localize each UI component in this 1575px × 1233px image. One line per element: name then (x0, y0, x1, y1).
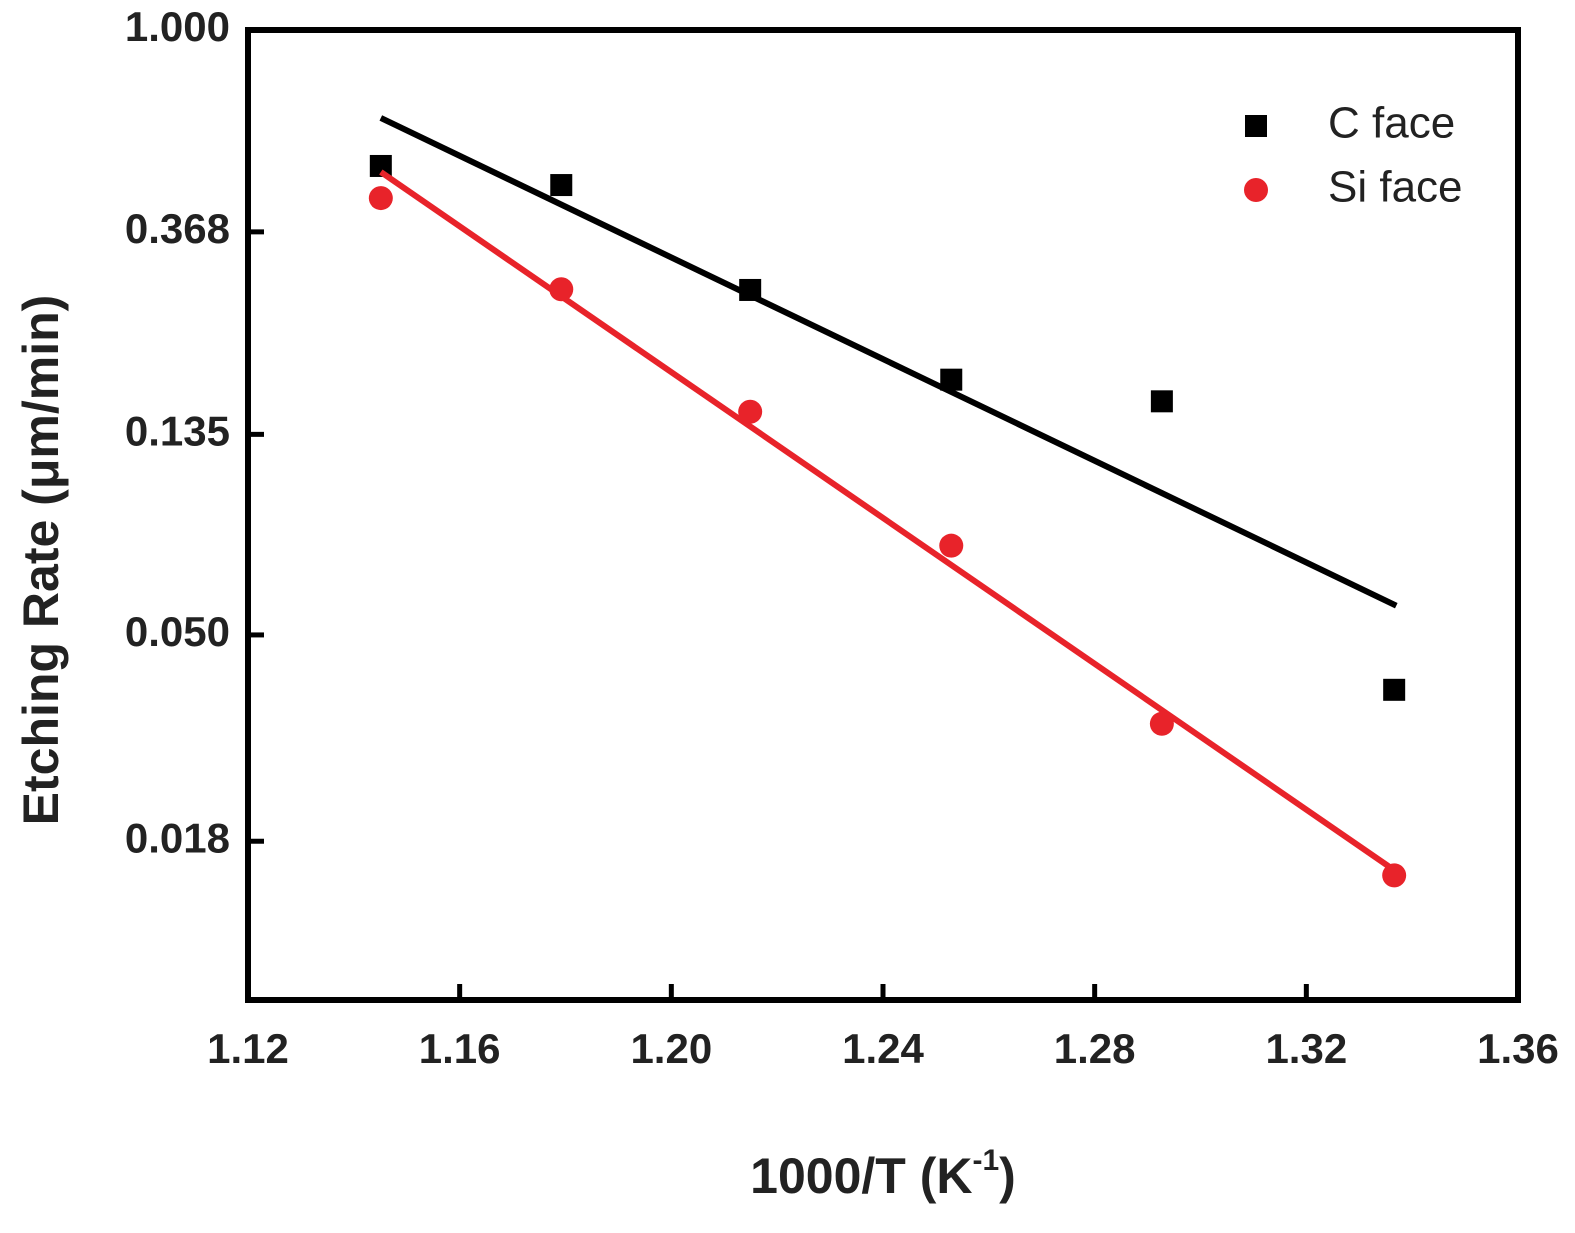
legend-marker (1244, 178, 1268, 202)
y-tick-label: 0.135 (125, 407, 230, 454)
data-point (1149, 711, 1174, 736)
y-tick-label: 1.000 (125, 3, 230, 50)
data-point (550, 174, 573, 197)
x-tick-label: 1.12 (207, 1025, 289, 1072)
legend-label: C face (1328, 99, 1455, 148)
data-point (368, 186, 393, 211)
data-point (1383, 678, 1406, 701)
data-point (1150, 390, 1173, 413)
x-tick-label: 1.24 (842, 1025, 924, 1072)
legend-marker (1245, 115, 1267, 137)
data-point (940, 368, 963, 391)
fit-line (379, 169, 1396, 873)
x-tick-label: 1.20 (630, 1025, 712, 1072)
y-tick-label: 0.050 (125, 608, 230, 655)
data-point (739, 278, 762, 301)
data-point (738, 399, 763, 424)
x-axis-title-end: ) (999, 1148, 1016, 1204)
x-tick-label: 1.32 (1265, 1025, 1347, 1072)
y-tick-label: 0.368 (125, 205, 230, 252)
data-point (1382, 863, 1407, 888)
y-tick-label: 0.018 (125, 814, 230, 861)
data-point (549, 277, 574, 302)
x-tick-label: 1.16 (419, 1025, 501, 1072)
x-tick-label: 1.28 (1054, 1025, 1136, 1072)
x-axis-title-main: 1000/T (K (750, 1148, 972, 1204)
plot-frame (245, 27, 1521, 1003)
data-point (369, 154, 392, 177)
x-axis-title-sup: -1 (972, 1144, 999, 1177)
y-axis-title: Etching Rate (μm/min) (13, 295, 69, 826)
fit-line (379, 115, 1398, 609)
legend-label: Si face (1328, 163, 1463, 212)
x-axis-title: 1000/T (K-1) (750, 1144, 1016, 1204)
data-point (939, 533, 964, 558)
x-tick-label: 1.36 (1477, 1025, 1559, 1072)
